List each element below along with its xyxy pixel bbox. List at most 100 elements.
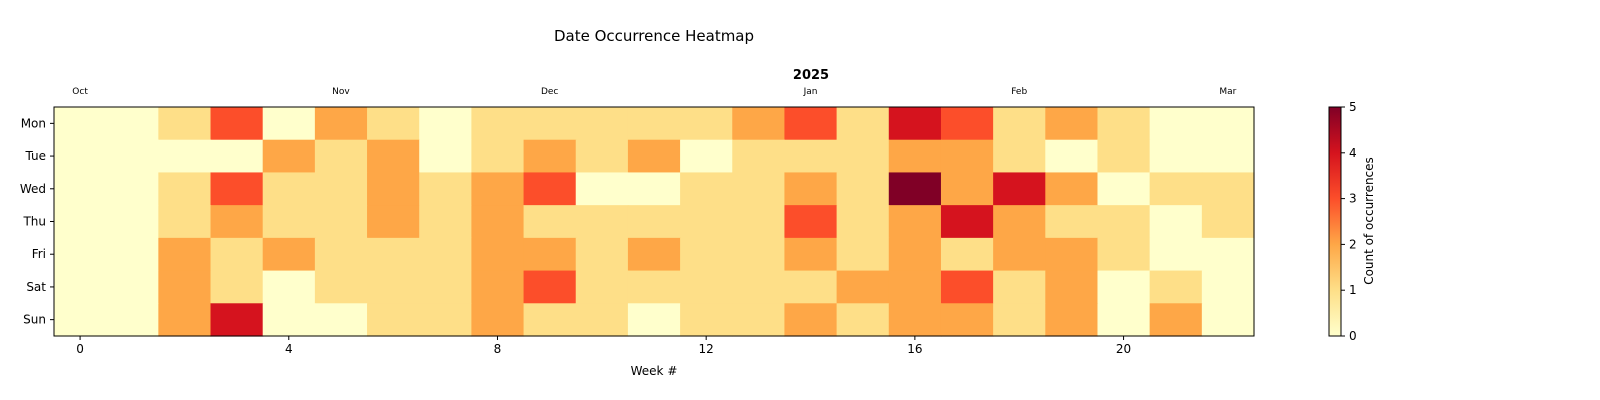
x-axis-label: Week #	[631, 364, 678, 378]
heatmap-cell	[210, 172, 264, 206]
heatmap-cell	[784, 237, 838, 272]
heatmap-cell	[993, 237, 1046, 272]
heatmap-cell	[627, 172, 681, 206]
y-tick-label: Sun	[23, 313, 46, 327]
y-tick-label: Mon	[21, 116, 46, 130]
heatmap-cell	[523, 139, 577, 174]
heatmap-cell	[627, 303, 681, 337]
heatmap-cell	[158, 139, 212, 174]
heatmap-cell	[419, 303, 472, 337]
heatmap-cell	[784, 270, 838, 304]
heatmap-cell	[262, 237, 316, 272]
heatmap-cell	[314, 237, 368, 272]
heatmap-cell	[106, 172, 159, 206]
heatmap-cell	[106, 270, 159, 304]
heatmap-cell	[940, 303, 994, 337]
heatmap-cell	[627, 205, 681, 239]
heatmap-cell	[523, 172, 577, 206]
heatmap-cell	[1201, 205, 1255, 239]
month-label: Mar	[1219, 87, 1236, 97]
x-tick-label: 0	[76, 342, 84, 356]
heatmap-cell	[419, 107, 472, 141]
heatmap-cell	[993, 172, 1046, 206]
heatmap-cell	[1097, 205, 1151, 239]
heatmap-cell	[314, 270, 368, 304]
y-tick-label: Sat	[26, 280, 46, 294]
heatmap-cell	[523, 205, 577, 239]
heatmap-cell	[940, 107, 994, 141]
month-label: Jan	[803, 87, 818, 97]
heatmap-cell	[836, 172, 890, 206]
heatmap-cell	[732, 237, 786, 272]
month-label: Dec	[541, 87, 558, 97]
heatmap-cell	[575, 139, 629, 174]
heatmap-cell	[419, 270, 472, 304]
heatmap-cell	[680, 303, 733, 337]
heatmap-cell	[314, 139, 368, 174]
heatmap-cell	[1149, 107, 1203, 141]
x-tick-label: 12	[699, 342, 714, 356]
heatmap-cell	[627, 270, 681, 304]
heatmap-cell	[1097, 139, 1151, 174]
heatmap-cell	[888, 107, 942, 141]
heatmap-cell	[54, 237, 107, 272]
heatmap-cell	[1201, 270, 1255, 304]
heatmap-cell	[262, 172, 316, 206]
y-tick-label: Fri	[32, 247, 46, 261]
heatmap-cell	[158, 303, 212, 337]
heatmap-cell	[1149, 303, 1203, 337]
colorbar-tick-label: 0	[1349, 329, 1357, 343]
heatmap-cell	[1201, 139, 1255, 174]
heatmap-cell	[314, 205, 368, 239]
heatmap-cell	[888, 172, 942, 206]
heatmap-cell	[1097, 172, 1151, 206]
heatmap-cell	[471, 139, 525, 174]
heatmap-cell	[732, 270, 786, 304]
heatmap-cell	[575, 205, 629, 239]
y-tick-label: Wed	[20, 182, 46, 196]
heatmap-cell	[54, 303, 107, 337]
heatmap-cell	[314, 303, 368, 337]
heatmap-cell	[940, 205, 994, 239]
heatmap-cells	[54, 107, 1255, 337]
heatmap-cell	[523, 107, 577, 141]
heatmap-cell	[158, 205, 212, 239]
heatmap-cell	[471, 172, 525, 206]
x-axis: 0 4 8 12 16 20	[76, 336, 1131, 356]
heatmap-cell	[1045, 172, 1099, 206]
heatmap-cell	[993, 205, 1046, 239]
heatmap-cell	[680, 139, 733, 174]
heatmap-cell	[1045, 270, 1099, 304]
heatmap-cell	[836, 139, 890, 174]
heatmap-cell	[1149, 172, 1203, 206]
x-tick-label: 8	[494, 342, 502, 356]
heatmap-cell	[888, 205, 942, 239]
heatmap-cell	[888, 139, 942, 174]
heatmap-cell	[680, 270, 733, 304]
heatmap-cell	[106, 107, 159, 141]
heatmap-cell	[367, 237, 420, 272]
heatmap-cell	[1097, 107, 1151, 141]
year-label: 2025	[793, 68, 829, 83]
heatmap-cell	[54, 172, 107, 206]
colorbar-tick-label: 5	[1349, 100, 1357, 114]
heatmap-cell	[575, 172, 629, 206]
heatmap-cell	[940, 237, 994, 272]
heatmap-cell	[471, 205, 525, 239]
heatmap-cell	[732, 205, 786, 239]
heatmap-cell	[210, 270, 264, 304]
heatmap-cell	[1149, 270, 1203, 304]
x-tick-label: 16	[907, 342, 922, 356]
heatmap-cell	[784, 172, 838, 206]
heatmap-cell	[158, 237, 212, 272]
heatmap-cell	[575, 303, 629, 337]
heatmap-cell	[993, 107, 1046, 141]
heatmap-cell	[54, 139, 107, 174]
heatmap-cell	[627, 107, 681, 141]
heatmap-cell	[627, 139, 681, 174]
heatmap-cell	[367, 172, 420, 206]
heatmap-cell	[106, 139, 159, 174]
heatmap-cell	[888, 303, 942, 337]
heatmap-cell	[471, 107, 525, 141]
